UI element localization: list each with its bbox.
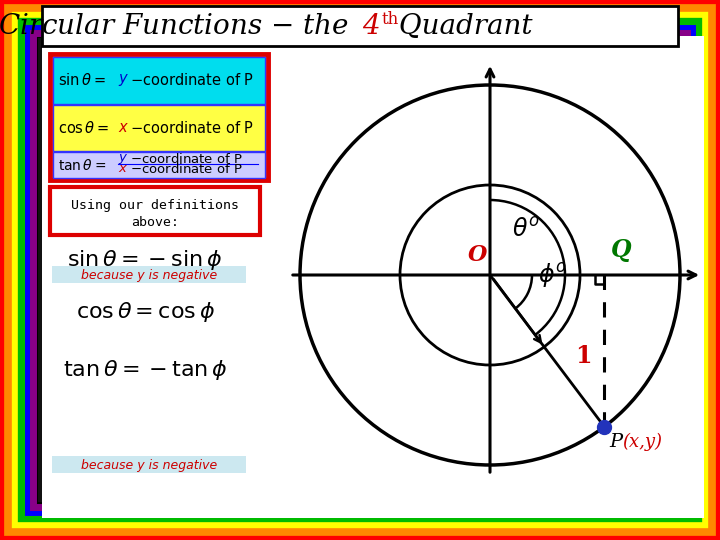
Text: $-$coordinate of P: $-$coordinate of P	[130, 162, 243, 176]
Text: 4: 4	[362, 12, 380, 39]
Text: Quadrant: Quadrant	[390, 12, 533, 39]
Text: $y$: $y$	[118, 152, 128, 166]
Text: P: P	[609, 433, 623, 451]
Text: $\sin\theta = $: $\sin\theta = $	[58, 72, 106, 88]
Bar	[28, 28, 692, 512]
Text: because y is negative: because y is negative	[81, 458, 217, 471]
FancyBboxPatch shape	[50, 54, 268, 180]
Text: (x,y): (x,y)	[622, 433, 662, 451]
Bar	[53, 152, 265, 178]
Text: $\cos\theta = \cos\phi$: $\cos\theta = \cos\phi$	[76, 300, 215, 324]
Text: $\sin\theta = -\sin\phi$: $\sin\theta = -\sin\phi$	[68, 248, 222, 272]
Text: $-$coordinate of P: $-$coordinate of P	[130, 72, 254, 88]
Text: above:: above:	[131, 215, 179, 228]
Bar	[42, 36, 704, 518]
Text: Using our definitions: Using our definitions	[71, 199, 239, 212]
Text: $y$: $y$	[118, 72, 129, 88]
Bar	[42, 6, 678, 46]
Text: $\cos\theta = $: $\cos\theta = $	[58, 120, 109, 136]
Bar	[52, 266, 246, 283]
Text: $-$coordinate of P: $-$coordinate of P	[130, 120, 254, 136]
Text: $\theta^o$: $\theta^o$	[512, 218, 540, 242]
Text: $\tan\theta = -\tan\phi$: $\tan\theta = -\tan\phi$	[63, 358, 228, 382]
Text: because y is negative: because y is negative	[81, 268, 217, 281]
Text: $x$: $x$	[118, 163, 128, 176]
Bar	[52, 456, 246, 473]
Text: $\phi^o$: $\phi^o$	[538, 261, 567, 290]
Text: $-$coordinate of P: $-$coordinate of P	[130, 152, 243, 166]
Text: Circular Functions $-$ the: Circular Functions $-$ the	[0, 12, 350, 39]
Bar	[53, 57, 265, 104]
Bar	[38, 38, 682, 502]
Text: th: th	[382, 10, 400, 28]
Bar	[33, 33, 687, 507]
Bar	[53, 105, 265, 151]
Text: $x$: $x$	[118, 120, 129, 136]
Text: $\tan\theta = $: $\tan\theta = $	[58, 158, 107, 172]
Text: 1: 1	[575, 344, 591, 368]
Text: Q: Q	[611, 238, 631, 262]
Text: O: O	[468, 244, 487, 266]
FancyBboxPatch shape	[50, 187, 260, 235]
